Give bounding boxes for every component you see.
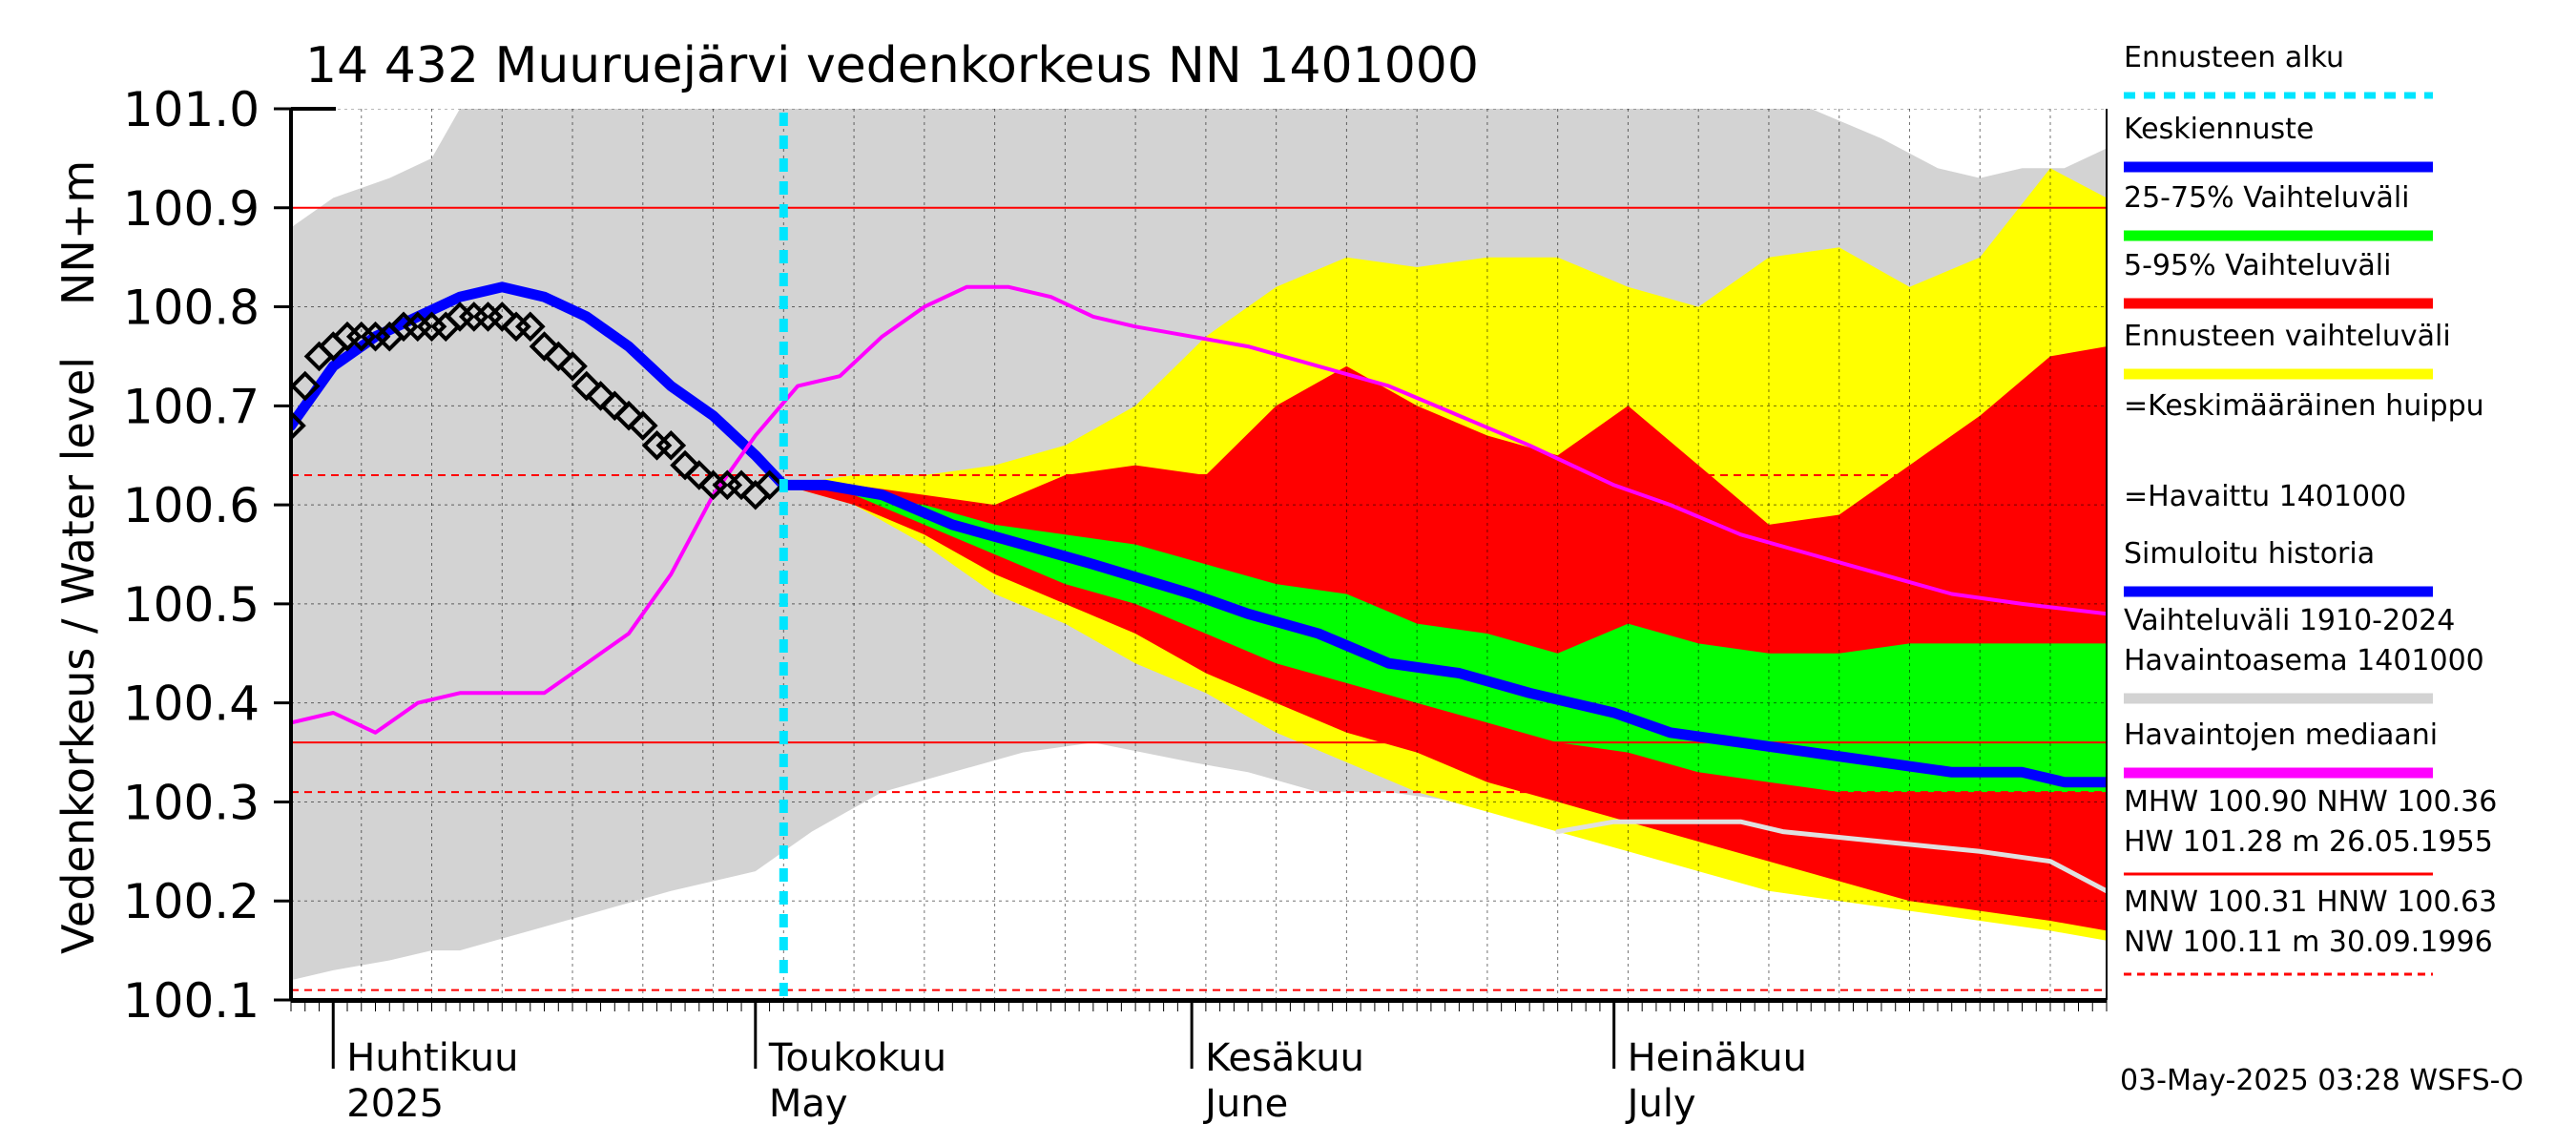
y-tick-label: 100.1 (123, 973, 260, 1029)
observed-point (585, 381, 616, 411)
observed-point (291, 410, 306, 441)
observed-point (683, 460, 715, 490)
x-month-label-fi: Kesäkuu (1205, 1036, 1364, 1080)
y-tick-label: 100.3 (123, 775, 260, 830)
legend-label: Havaintojen mediaani (2124, 718, 2438, 752)
observed-point (571, 370, 602, 402)
band-25-75-vaihteluv-li (783, 485, 2107, 793)
observed-point (529, 331, 560, 362)
y-tick-label: 101.0 (123, 82, 260, 137)
legend-label: MNW 100.31 HNW 100.63 (2124, 885, 2497, 919)
y-tick-label: 100.9 (123, 181, 260, 237)
chart-title: 14 432 Muuruejärvi vedenkorkeus NN 14010… (305, 37, 1479, 94)
y-tick-label: 100.4 (123, 677, 260, 732)
observed-point (514, 311, 546, 343)
series-line-keskiennuste (778, 479, 2107, 788)
legend-label: 25-75% Vaihteluväli (2124, 181, 2410, 215)
observed-point (291, 370, 321, 402)
legend-label: Simuloitu historia (2124, 537, 2375, 571)
x-month-label-fi: Toukokuu (768, 1036, 946, 1080)
observed-point (754, 469, 785, 501)
observed-point (613, 400, 644, 431)
legend-label: MHW 100.90 NHW 100.36 (2124, 785, 2497, 819)
legend-label: NW 100.11 m 30.09.1996 (2124, 926, 2493, 959)
series-line-unlabeled (1555, 819, 2107, 894)
y-tick-label: 100.5 (123, 577, 260, 633)
legend-label: Keskiennuste (2124, 113, 2314, 146)
observed-point (627, 410, 658, 441)
y-tick-label: 100.2 (123, 874, 260, 929)
observed-point (670, 449, 700, 481)
observed-point (557, 350, 588, 382)
y-tick-label: 100.6 (123, 478, 260, 533)
observed-point (726, 469, 757, 501)
legend-label: =Havaittu 1401000 (2124, 480, 2406, 513)
footer-timestamp: 03-May-2025 03:28 WSFS-O (2120, 1064, 2524, 1097)
observed-point (599, 390, 631, 422)
legend-label: =Keskimääräinen huippu (2124, 389, 2484, 423)
legend: Ennusteen alku Keskiennuste 25-75% Vaihtel… (2124, 41, 2497, 976)
x-month-label-fi: Heinäkuu (1628, 1036, 1807, 1080)
observed-point (487, 302, 518, 332)
y-tick-label: 100.8 (123, 281, 260, 336)
plot-area (289, 107, 2108, 1003)
x-month-label-fi: Huhtikuu (346, 1036, 518, 1080)
x-month-label-en: June (1202, 1082, 1288, 1126)
x-month-label-en: 2025 (346, 1082, 444, 1126)
legend-label: Ennusteen alku (2124, 41, 2344, 74)
plot-layer (291, 109, 2107, 1000)
y-axis-unit-label: NN+m (52, 160, 104, 305)
observed-point (543, 341, 574, 372)
x-month-label-en: May (769, 1082, 848, 1126)
y-axis: 100.1 100.2 100.3 100.4 100.5 100.6 100.7 100.8… (123, 82, 291, 1029)
legend-label: Ennusteen vaihteluväli (2124, 320, 2451, 353)
y-axis-label: Vedenkorkeus / Water level (52, 357, 104, 954)
legend-label: HW 101.28 m 26.05.1955 (2124, 825, 2493, 859)
legend-label: Vaihteluväli 1910-2024 (2124, 604, 2455, 637)
series-line-havaintojen-mediaani (291, 284, 2107, 735)
observed-point (655, 430, 687, 461)
legend-label: Havaintoasema 1401000 (2124, 644, 2484, 677)
legend-label: 5-95% Vaihteluväli (2124, 249, 2391, 282)
x-month-label-en: July (1625, 1082, 1696, 1126)
y-tick-label: 100.7 (123, 379, 260, 434)
